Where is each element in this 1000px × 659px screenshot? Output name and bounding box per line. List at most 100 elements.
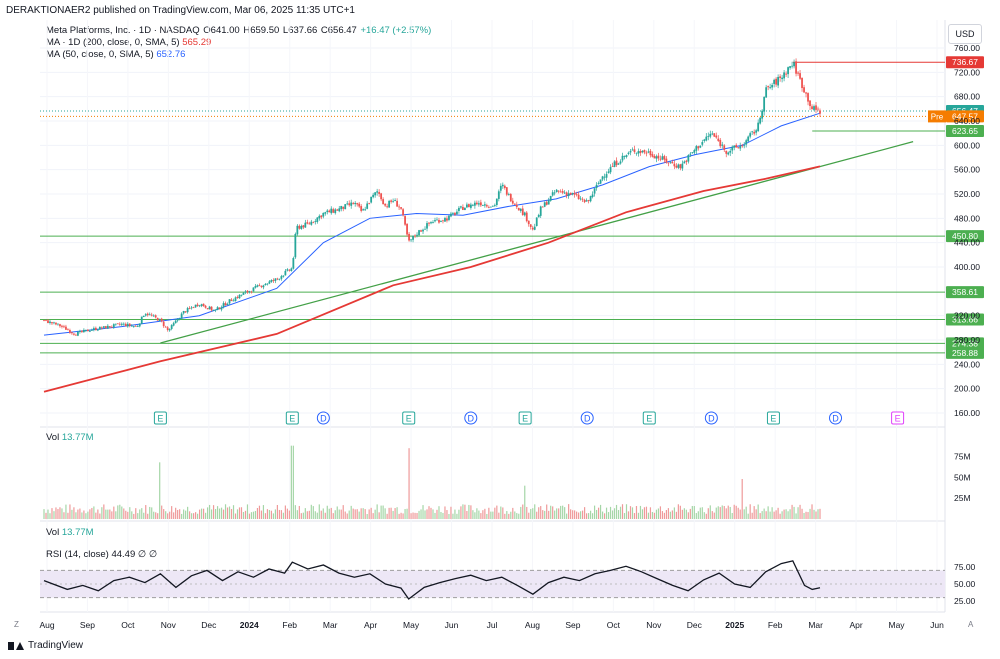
volume-bar: [200, 508, 203, 519]
candle-body: [651, 154, 654, 157]
volume-bar: [470, 505, 472, 519]
candle-body: [336, 209, 339, 211]
candle-body: [330, 208, 333, 214]
volume-bar: [187, 506, 189, 519]
candle-body: [487, 206, 490, 208]
volume-bar: [667, 508, 669, 519]
price-tick-label: 640.00: [954, 116, 980, 126]
volume-bar: [478, 510, 480, 519]
candle-body: [418, 230, 420, 236]
candle-body: [541, 206, 544, 208]
price-candles: [43, 58, 821, 337]
volume-bar: [428, 506, 430, 519]
candle-body: [771, 84, 774, 88]
volume-bar: [360, 508, 362, 519]
volume-bar: [191, 513, 193, 519]
candle-body: [464, 207, 466, 211]
zoom-corner-button[interactable]: Z: [14, 620, 19, 629]
volume-bar: [803, 512, 805, 519]
earnings-marker-label: E: [895, 414, 901, 424]
volume-bar: [787, 511, 789, 519]
candle-body: [477, 203, 480, 205]
candle-body: [747, 136, 750, 142]
candle-body: [214, 309, 217, 311]
volume-bar: [376, 504, 378, 519]
volume-bar: [779, 513, 781, 519]
auto-scale-button[interactable]: A: [968, 620, 974, 629]
volume-bar: [725, 508, 727, 519]
price-level-tag: [946, 346, 984, 359]
candle-body: [565, 192, 568, 196]
candle-body: [250, 291, 253, 293]
candle-body: [122, 323, 125, 325]
volume-bar: [490, 511, 492, 519]
candle-body: [81, 330, 83, 332]
volume-bar: [250, 512, 253, 519]
price-level-tag: [946, 110, 984, 123]
volume-bar: [647, 512, 650, 519]
price-level-value: 313.66: [952, 315, 978, 325]
volume-bar: [550, 505, 552, 519]
candle-body: [79, 331, 81, 333]
candle-body: [252, 287, 255, 292]
volume-bar: [498, 512, 500, 519]
candle-body: [587, 200, 590, 202]
candle-body: [160, 318, 163, 322]
volume-bar: [546, 504, 548, 519]
candle-body: [394, 200, 396, 201]
candle-body: [256, 285, 259, 287]
volume-bar: [400, 512, 402, 519]
dividend-marker-label: D: [320, 414, 327, 424]
volume-bar: [220, 507, 223, 519]
volume-bar: [167, 513, 169, 519]
candle-body: [751, 131, 754, 133]
candle-body: [108, 326, 111, 328]
volume-bar: [204, 512, 207, 519]
currency-button[interactable]: USD: [948, 24, 982, 44]
candle-body: [410, 239, 412, 241]
candle-body: [194, 304, 197, 308]
volume-bar: [43, 509, 45, 519]
volume-bar: [623, 513, 626, 519]
volume-bar: [699, 507, 701, 519]
volume-bar: [542, 510, 544, 519]
volume-bar: [675, 511, 677, 519]
volume-bar: [276, 504, 278, 519]
candle-body: [432, 222, 434, 223]
candle-body: [162, 321, 165, 327]
volume-bar: [607, 512, 610, 519]
candle-body: [49, 321, 51, 324]
volume-bar: [308, 510, 310, 519]
volume-bar: [811, 504, 813, 519]
footer-brand: TradingView: [8, 640, 83, 651]
volume-bar: [252, 511, 255, 519]
volume-bar: [338, 509, 340, 519]
candle-body: [645, 152, 648, 154]
candle-body: [497, 191, 500, 199]
volume-bar: [611, 510, 614, 519]
volume-bar: [494, 507, 496, 519]
volume-bar: [757, 504, 759, 519]
volume-bar: [526, 506, 528, 519]
candle-body: [595, 184, 598, 189]
volume-bar: [605, 507, 608, 519]
candle-body: [749, 133, 752, 137]
candle-body: [509, 194, 512, 202]
candle-body: [440, 220, 442, 222]
price-tick-label: 480.00: [954, 213, 980, 223]
time-tick-label: Aug: [525, 620, 540, 630]
volume-bar: [745, 506, 747, 519]
candle-body: [741, 145, 744, 147]
volume-legend: Vol 13.77M: [46, 432, 94, 443]
time-tick-label: Aug: [39, 620, 54, 630]
volume-bar: [687, 512, 689, 519]
volume-bar: [528, 512, 530, 519]
volume-bar: [189, 511, 191, 519]
candle-body: [262, 285, 265, 288]
volume-bar: [532, 508, 534, 519]
volume-bar: [721, 505, 723, 519]
volume-bar: [591, 513, 594, 519]
candle-body: [462, 206, 464, 210]
candle-body: [547, 200, 550, 205]
